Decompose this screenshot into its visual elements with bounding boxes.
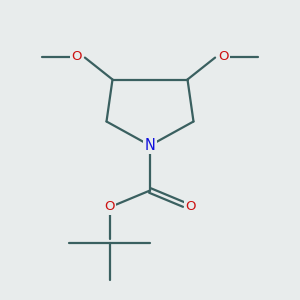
- Text: O: O: [185, 200, 196, 214]
- Text: N: N: [145, 138, 155, 153]
- Text: O: O: [104, 200, 115, 214]
- Text: O: O: [218, 50, 229, 64]
- Text: O: O: [71, 50, 82, 64]
